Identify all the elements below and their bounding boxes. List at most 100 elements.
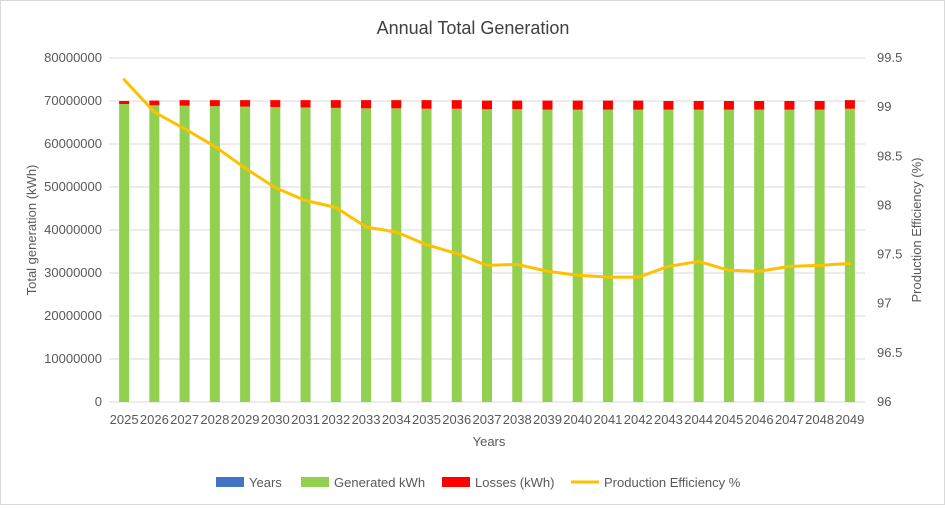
x-tick-label: 2048 — [805, 412, 834, 427]
legend-label: Years — [249, 475, 282, 490]
y-tick-label: 50000000 — [44, 179, 102, 194]
x-tick-label: 2028 — [200, 412, 229, 427]
y2-tick-label: 96 — [877, 394, 891, 409]
x-tick-label: 2040 — [563, 412, 592, 427]
bar-losses — [421, 100, 432, 109]
y-tick-label: 40000000 — [44, 222, 102, 237]
chart-title: Annual Total Generation — [377, 18, 570, 38]
y2-tick-label: 97 — [877, 296, 891, 311]
x-tick-label: 2034 — [382, 412, 411, 427]
bar-losses — [270, 100, 281, 108]
bar-losses — [663, 101, 674, 110]
bar-losses — [844, 100, 855, 109]
bar-generated — [209, 106, 220, 402]
bar-generated — [814, 109, 825, 402]
bar-losses — [754, 101, 765, 110]
y2-axis-title: Production Efficiency (%) — [909, 158, 924, 303]
bar-losses — [179, 100, 190, 106]
bar-generated — [451, 108, 462, 403]
x-axis-ticks: 2025 2026 2027 2028 2029 2030 2031 2032 2033 2034… — [110, 412, 865, 427]
bar-generated — [482, 109, 492, 403]
bar-generated — [602, 109, 613, 402]
y2-tick-label: 99 — [877, 99, 891, 114]
y2-tick-label: 98.5 — [877, 148, 902, 163]
y-tick-label: 70000000 — [44, 93, 102, 108]
x-axis-title: Years — [473, 434, 506, 449]
bar-generated — [149, 105, 160, 403]
y-tick-label: 20000000 — [44, 308, 102, 323]
bar-generated — [572, 109, 583, 402]
x-tick-label: 2047 — [775, 412, 804, 427]
x-tick-label: 2036 — [442, 412, 471, 427]
x-tick-label: 2044 — [684, 412, 713, 427]
bar-generated — [663, 109, 674, 402]
bar-losses — [240, 100, 251, 107]
bar-losses — [723, 101, 734, 110]
bar-losses — [602, 100, 613, 110]
y-tick-label: 10000000 — [44, 351, 102, 366]
bar-generated — [240, 106, 251, 402]
bar-generated — [391, 108, 402, 402]
x-tick-label: 2035 — [412, 412, 441, 427]
bar-generated — [542, 109, 553, 402]
bar-losses — [633, 100, 644, 110]
bar-generated — [754, 109, 765, 402]
x-tick-label: 2037 — [473, 412, 502, 427]
bar-losses — [512, 100, 523, 110]
bar-losses — [149, 100, 160, 106]
bar-generated — [693, 109, 704, 402]
y2-axis-ticks: 96 96.5 97 97.5 98 98.5 99 99.5 — [877, 50, 902, 409]
bar-generated — [270, 107, 281, 403]
bar-losses — [784, 101, 795, 110]
legend-swatch — [301, 477, 329, 487]
bar-generated — [784, 109, 795, 402]
legend: Years Generated kWh Losses (kWh) Production… — [216, 475, 741, 490]
x-tick-label: 2038 — [503, 412, 532, 427]
x-tick-label: 2026 — [140, 412, 169, 427]
bar-generated — [723, 109, 734, 402]
bar-losses — [814, 101, 825, 110]
bar-generated — [633, 109, 644, 402]
x-tick-label: 2046 — [745, 412, 774, 427]
bar-losses — [300, 100, 311, 108]
bar-generated — [361, 108, 372, 402]
y2-tick-label: 98 — [877, 197, 891, 212]
x-tick-label: 2025 — [110, 412, 139, 427]
bar-losses — [119, 101, 130, 105]
x-tick-label: 2041 — [593, 412, 622, 427]
legend-label: Generated kWh — [334, 475, 425, 490]
bar-generated — [179, 105, 190, 402]
x-tick-label: 2042 — [624, 412, 653, 427]
bar-losses — [542, 100, 553, 110]
x-tick-label: 2049 — [835, 412, 864, 427]
x-tick-label: 2031 — [291, 412, 320, 427]
bars-group — [119, 100, 855, 403]
bar-generated — [421, 108, 432, 403]
x-tick-label: 2027 — [170, 412, 199, 427]
bar-losses — [482, 100, 492, 110]
bar-losses — [361, 100, 372, 109]
bar-losses — [330, 100, 341, 108]
efficiency-line — [122, 78, 852, 279]
y2-tick-label: 96.5 — [877, 345, 902, 360]
bar-generated — [512, 109, 523, 403]
x-tick-label: 2030 — [261, 412, 290, 427]
x-tick-label: 2039 — [533, 412, 562, 427]
legend-label: Losses (kWh) — [475, 475, 554, 490]
legend-swatch — [442, 477, 470, 487]
x-tick-label: 2045 — [714, 412, 743, 427]
y-axis-ticks: 0 10000000 20000000 30000000 40000000 5000000… — [44, 50, 102, 409]
x-tick-label: 2043 — [654, 412, 683, 427]
y2-tick-label: 97.5 — [877, 247, 902, 262]
x-tick-label: 2032 — [321, 412, 350, 427]
y-axis-title: Total generation (kWh) — [24, 165, 39, 296]
bar-losses — [451, 100, 462, 109]
bar-generated — [300, 107, 311, 402]
bar-losses — [391, 100, 402, 109]
y2-tick-label: 99.5 — [877, 50, 902, 65]
x-tick-label: 2029 — [231, 412, 260, 427]
bar-losses — [693, 101, 704, 110]
y-tick-label: 30000000 — [44, 265, 102, 280]
